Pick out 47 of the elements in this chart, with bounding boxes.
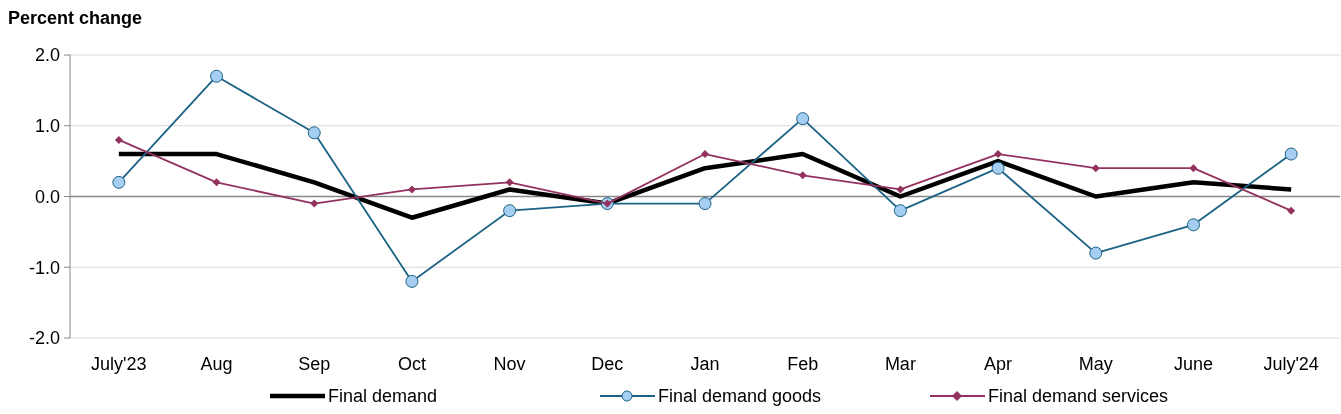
point	[210, 69, 224, 83]
point	[1091, 164, 1100, 173]
x-tick-label: Nov	[493, 354, 526, 374]
point	[893, 204, 907, 218]
point	[405, 274, 419, 288]
point	[1189, 164, 1198, 173]
legend-label: Final demand services	[988, 386, 1169, 406]
point	[1186, 218, 1200, 232]
point	[796, 112, 810, 126]
x-tick-label: July'23	[91, 354, 147, 374]
point	[994, 150, 1003, 159]
point	[1284, 147, 1298, 161]
point	[991, 161, 1005, 175]
point	[307, 126, 321, 140]
point	[212, 178, 221, 187]
x-tick-label: June	[1173, 354, 1213, 374]
point	[112, 175, 126, 189]
x-tick-label: July'24	[1263, 354, 1319, 374]
point	[1287, 206, 1296, 215]
point	[1089, 246, 1103, 260]
point	[310, 199, 319, 208]
y-tick-label: -1.0	[28, 257, 60, 278]
x-tick-label: Feb	[787, 354, 819, 374]
line-series	[116, 151, 1294, 220]
legend-label: Final demand goods	[658, 386, 822, 406]
y-tick-label: 1.0	[34, 116, 60, 137]
y-axis-title: Percent change	[8, 8, 143, 28]
legend-label: Final demand	[328, 386, 438, 406]
point	[114, 135, 123, 144]
x-tick-label: Oct	[397, 354, 426, 374]
point	[503, 204, 517, 218]
x-tick-label: Jan	[690, 354, 720, 374]
x-tick-label: May	[1078, 354, 1113, 374]
point	[701, 150, 709, 159]
point	[798, 171, 807, 180]
point	[407, 185, 416, 194]
x-tick-label: Dec	[591, 354, 624, 374]
x-tick-label: Mar	[884, 354, 916, 374]
y-tick-label: -2.0	[28, 328, 60, 349]
x-tick-label: Aug	[200, 354, 233, 374]
x-tick-label: Sep	[298, 354, 331, 374]
y-tick-label: 2.0	[34, 45, 60, 66]
point	[896, 185, 905, 194]
point	[505, 178, 514, 187]
y-tick-label: 0.0	[34, 186, 60, 207]
x-tick-label: Apr	[984, 354, 1013, 374]
point	[698, 197, 712, 211]
